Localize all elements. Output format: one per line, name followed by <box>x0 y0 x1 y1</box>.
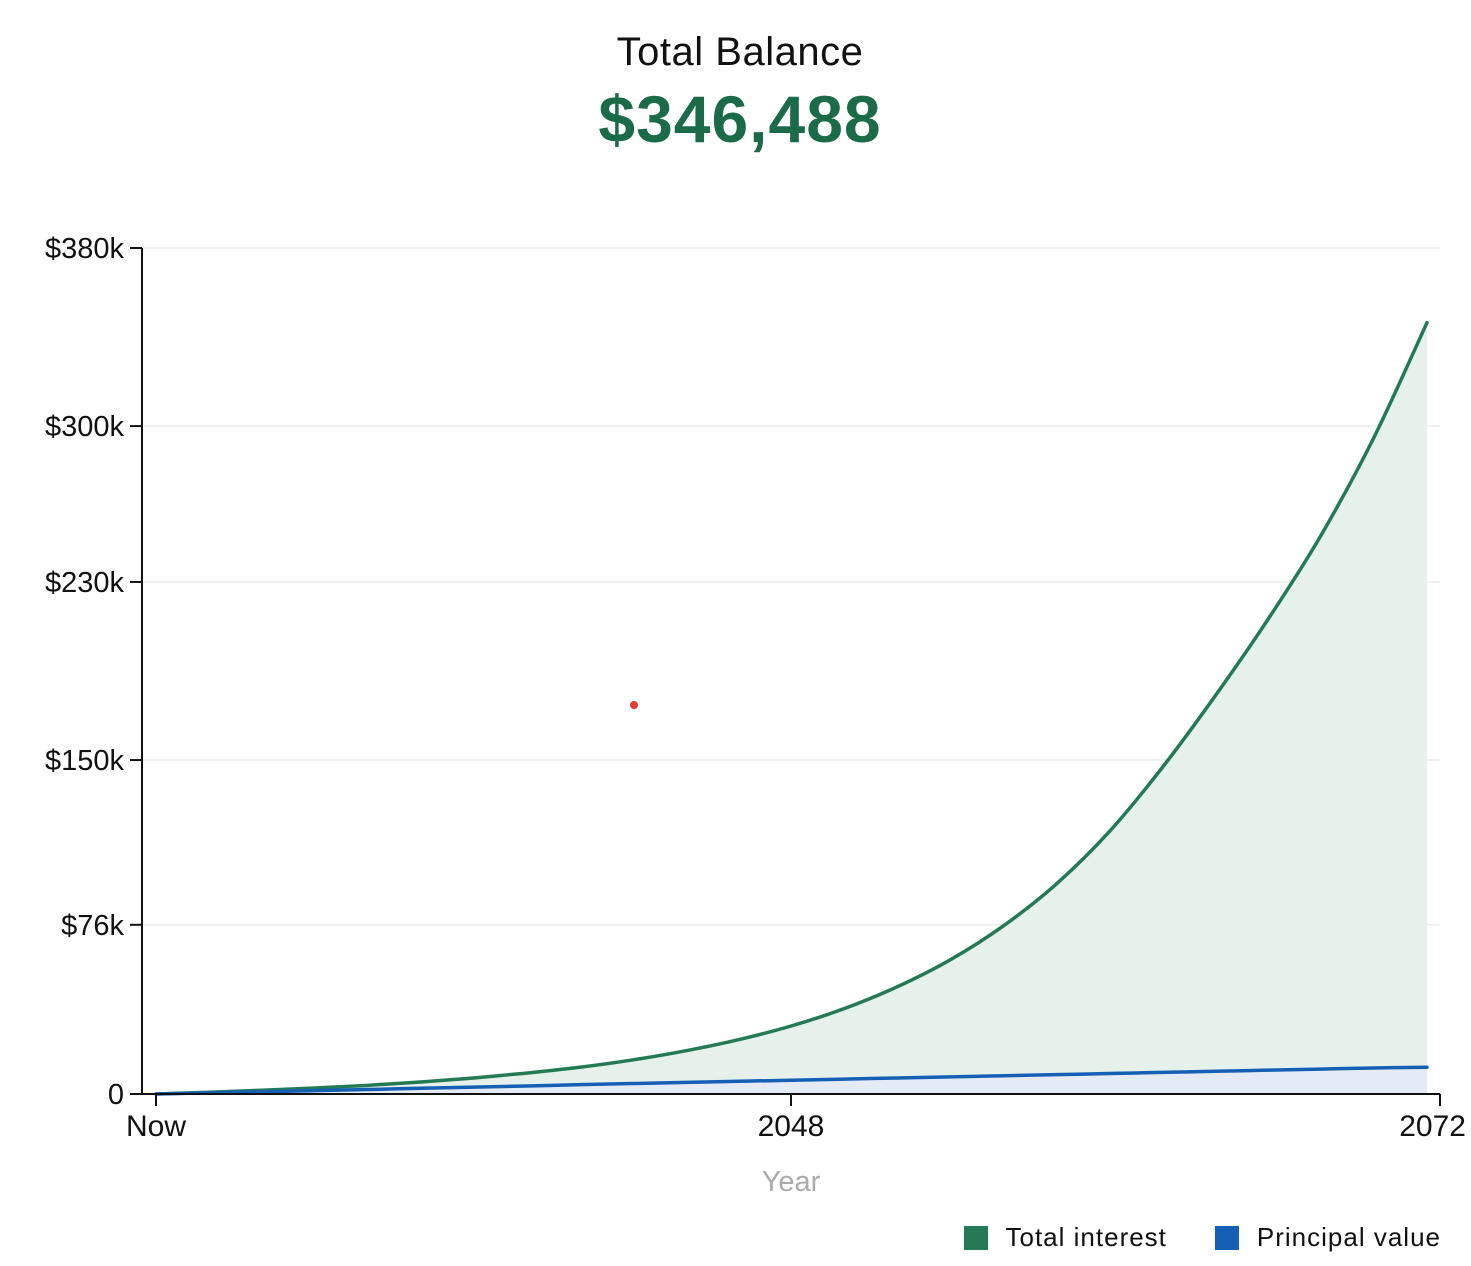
legend: Total interest Principal value <box>916 1222 1442 1253</box>
legend-swatch-principal <box>1214 1225 1239 1250</box>
principal-value-line <box>154 1065 1429 1096</box>
legend-swatch-interest <box>963 1225 988 1250</box>
x-tick-label: 2048 <box>758 1110 825 1143</box>
y-tick-label: $230k <box>45 567 125 599</box>
chart-areas <box>156 322 1427 1095</box>
y-tick-label: $300k <box>45 411 125 443</box>
y-tick-label: $380k <box>45 233 125 265</box>
chart-lines <box>154 320 1429 1096</box>
legend-label-principal: Principal value <box>1256 1222 1441 1252</box>
x-axis-title: Year <box>762 1166 821 1198</box>
chart-header: Total Balance $346,488 <box>0 32 1471 152</box>
legend-item-principal-value[interactable]: Principal value <box>1214 1222 1441 1253</box>
axes <box>130 247 1441 1106</box>
legend-item-total-interest[interactable]: Total interest <box>963 1222 1167 1253</box>
total-interest-line <box>154 320 1429 1096</box>
total-balance-value: $346,488 <box>598 82 882 156</box>
legend-label-interest: Total interest <box>1005 1222 1167 1252</box>
y-tick-label: 0 <box>108 1079 124 1111</box>
y-tick-label: $150k <box>45 745 125 777</box>
y-tick-label: $76k <box>61 910 124 942</box>
x-tick-label: 2072 <box>1399 1110 1466 1143</box>
total-balance-label: Total Balance <box>616 30 864 74</box>
cursor-marker <box>630 701 638 709</box>
x-tick-label: Now <box>126 1110 186 1143</box>
total-interest-area <box>156 322 1427 1095</box>
